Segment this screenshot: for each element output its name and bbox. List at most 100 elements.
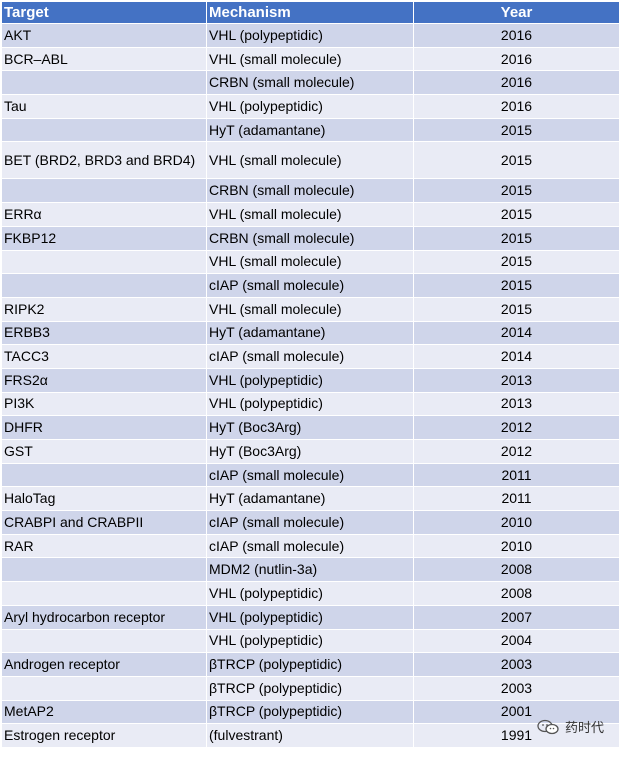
mechanism-cell: MDM2 (nutlin-3a)	[207, 558, 414, 582]
table-row: MDM2 (nutlin-3a) 2008	[2, 558, 619, 583]
table-row: FRS2α VHL (polypeptidic) 2013	[2, 368, 619, 393]
target-cell	[2, 250, 207, 274]
year-cell: 2015	[500, 300, 533, 317]
mechanism-cell: CRBN (small molecule)	[207, 179, 414, 203]
table-row: βTRCP (polypeptidic) 2003	[2, 676, 619, 701]
mechanism-cell: VHL (small molecule)	[207, 250, 414, 274]
mechanism-cell: (fulvestrant)	[207, 724, 414, 747]
year-cell: 2003	[500, 679, 533, 696]
target-cell	[2, 179, 207, 203]
table-row: GST HyT (Boc3Arg) 2012	[2, 440, 619, 464]
year-cell: 2015	[500, 121, 533, 138]
year-cell: 2010	[500, 537, 533, 554]
mechanism-cell: cIAP (small molecule)	[207, 463, 414, 487]
year-cell: 2008	[500, 584, 533, 601]
year-cell: 2007	[500, 608, 533, 625]
year-cell: 2016	[500, 74, 533, 91]
mechanism-cell: VHL (polypeptidic)	[207, 24, 414, 47]
mechanism-cell: VHL (polypeptidic)	[207, 629, 414, 653]
target-cell: MetAP2	[2, 700, 207, 724]
target-cell: ERRα	[2, 203, 207, 226]
wechat-icon	[537, 719, 559, 734]
table-row: TACC3 cIAP (small molecule) 2014	[2, 345, 619, 369]
table-body: AKT VHL (polypeptidic) 2016 BCR–ABL VHL (sma…	[2, 24, 619, 748]
table-row: CRBN (small molecule) 2016	[2, 71, 619, 96]
year-cell: 2011	[501, 466, 532, 483]
watermark-text: 药时代	[564, 720, 604, 735]
year-cell: 2014	[500, 348, 533, 365]
table-row: Aryl hydrocarbon receptor VHL (polypeptid…	[2, 605, 619, 630]
target-cell: PI3K	[2, 392, 207, 416]
target-cell	[2, 558, 207, 582]
target-cell: Androgen receptor	[2, 653, 207, 676]
mechanism-cell: VHL (small molecule)	[207, 47, 414, 71]
target-cell: HaloTag	[2, 487, 207, 511]
target-cell	[2, 582, 207, 605]
table-row: AKT VHL (polypeptidic) 2016	[2, 24, 619, 48]
mechanism-cell: HyT (adamantane)	[207, 487, 414, 511]
mechanism-cell: HyT (Boc3Arg)	[207, 416, 414, 439]
year-cell: 2010	[500, 513, 533, 530]
table-row: RIPK2 VHL (small molecule) 2015	[2, 297, 619, 322]
year-cell: 2015	[500, 277, 533, 294]
mechanism-cell: VHL (small molecule)	[207, 297, 414, 321]
target-cell: RAR	[2, 534, 207, 558]
table-row: CRBN (small molecule) 2015	[2, 179, 619, 204]
table-row: HaloTag HyT (adamantane) 2011	[2, 487, 619, 512]
table-row: CRABPI and CRABPII cIAP (small molecule) 2…	[2, 511, 619, 535]
table-row: HyT (adamantane) 2015	[2, 118, 619, 143]
year-cell: 2016	[500, 50, 533, 67]
year-cell: 2015	[500, 205, 533, 222]
mechanism-cell: cIAP (small molecule)	[207, 511, 414, 534]
mechanism-cell: VHL (polypeptidic)	[207, 95, 414, 118]
mechanism-cell: βTRCP (polypeptidic)	[207, 676, 414, 700]
mechanism-cell: VHL (small molecule)	[207, 142, 414, 179]
table-row: MetAP2 βTRCP (polypeptidic) 2001	[2, 700, 619, 725]
target-cell: Tau	[2, 95, 207, 118]
table-row: ERBB3 HyT (adamantane) 2014	[2, 321, 619, 346]
mechanism-cell: VHL (polypeptidic)	[207, 368, 414, 392]
target-cell	[2, 629, 207, 653]
header-mechanism: Mechanism	[207, 2, 414, 23]
target-cell: FKBP12	[2, 226, 207, 250]
mechanism-cell: VHL (polypeptidic)	[207, 392, 414, 416]
data-table: Target Mechanism Year AKT VHL (polypeptid…	[2, 2, 619, 748]
year-cell: 2016	[500, 26, 533, 43]
target-cell	[2, 463, 207, 487]
mechanism-cell: HyT (Boc3Arg)	[207, 440, 414, 463]
target-cell	[2, 118, 207, 142]
mechanism-cell: VHL (polypeptidic)	[207, 582, 414, 605]
year-cell: 2015	[500, 151, 533, 168]
mechanism-cell: VHL (polypeptidic)	[207, 605, 414, 629]
table-row: FKBP12 CRBN (small molecule) 2015	[2, 226, 619, 251]
header-target: Target	[2, 2, 207, 23]
table-row: BCR–ABL VHL (small molecule) 2016	[2, 47, 619, 72]
mechanism-cell: VHL (small molecule)	[207, 203, 414, 226]
table-row: Androgen receptor βTRCP (polypeptidic) 200…	[2, 653, 619, 677]
target-cell: DHFR	[2, 416, 207, 439]
mechanism-cell: βTRCP (polypeptidic)	[207, 653, 414, 676]
table-row: VHL (polypeptidic) 2008	[2, 582, 619, 606]
mechanism-cell: CRBN (small molecule)	[207, 226, 414, 250]
year-cell: 2001	[500, 703, 533, 720]
year-cell: 2003	[500, 656, 533, 673]
mechanism-cell: cIAP (small molecule)	[207, 534, 414, 558]
target-cell	[2, 71, 207, 95]
year-cell: 2015	[500, 182, 533, 199]
mechanism-cell: CRBN (small molecule)	[207, 71, 414, 95]
year-cell: 2004	[500, 632, 533, 649]
target-cell	[2, 274, 207, 297]
target-cell: TACC3	[2, 345, 207, 368]
year-cell: 2012	[500, 442, 533, 459]
year-cell: 2015	[500, 253, 533, 270]
target-cell: BCR–ABL	[2, 47, 207, 71]
table-row: PI3K VHL (polypeptidic) 2013	[2, 392, 619, 417]
mechanism-cell: HyT (adamantane)	[207, 118, 414, 142]
table-row: Estrogen receptor (fulvestrant) 1991	[2, 724, 619, 748]
mechanism-cell: cIAP (small molecule)	[207, 345, 414, 368]
year-cell: 2013	[500, 395, 533, 412]
target-cell: FRS2α	[2, 368, 207, 392]
target-cell: Estrogen receptor	[2, 724, 207, 747]
table-row: cIAP (small molecule) 2015	[2, 274, 619, 298]
mechanism-cell: βTRCP (polypeptidic)	[207, 700, 414, 724]
